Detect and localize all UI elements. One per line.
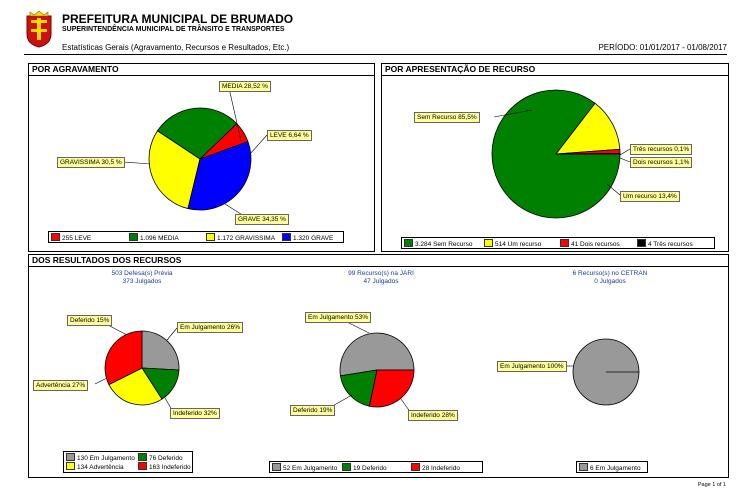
legend-item-previa-advertencia: 134 Advertência bbox=[66, 462, 124, 472]
page-title: PREFEITURA MUNICIPAL DE BRUMADO bbox=[62, 12, 294, 26]
label-sem-recurso: Sem Recurso 85,5% bbox=[414, 112, 480, 123]
agravamento-slice-gravissima bbox=[148, 130, 201, 210]
legend-item-jari-em-julgamento: 52 Em Julgamento bbox=[272, 463, 337, 473]
label-dois-recursos: Dois recursos 1,1% bbox=[630, 157, 693, 168]
panel-resultados: DOS RESULTADOS DOS RECURSOS 503 Defesa(s… bbox=[28, 254, 729, 478]
legend-item-jari-indeferido: 28 Indeferido bbox=[411, 463, 460, 473]
legend-item-leve: 255 LEVE bbox=[51, 233, 91, 243]
label-leve: LEVE 6,64 % bbox=[267, 130, 312, 141]
previa-slice-advert-ncia bbox=[108, 367, 163, 406]
legend-item-jari-deferido: 19 Deferido bbox=[342, 463, 387, 473]
legend-item-tres-recursos: 4 Três recursos bbox=[637, 239, 693, 249]
jari-slice-em-julgamento bbox=[339, 332, 415, 377]
brasao-crest-icon bbox=[26, 10, 52, 48]
leader-um-recurso bbox=[606, 183, 621, 196]
label-tres-recursos: Três recursos 0,1% bbox=[630, 144, 693, 155]
period-label: PERÍODO: 01/01/2017 - 01/08/2017 bbox=[598, 43, 727, 52]
agravamento-slice-grave bbox=[187, 141, 252, 211]
label-previa-indeferido: Indeferido 32% bbox=[170, 408, 220, 419]
label-um-recurso: Um recurso 13,4% bbox=[620, 191, 680, 202]
header-divider bbox=[24, 54, 727, 55]
stats-label: Estatísticas Gerais (Agravamento, Recurs… bbox=[62, 43, 290, 52]
panel-recurso: POR APRESENTAÇÃO DE RECURSO Sem Recurso … bbox=[381, 63, 729, 252]
summary-previa-julgados: 373 Julgados bbox=[122, 278, 162, 285]
legend-item-cetran-em-julgamento: 6 Em Julgamento bbox=[579, 463, 641, 473]
previa-slice-indeferido bbox=[104, 330, 143, 386]
legend-item-previa-deferido: 76 Deferido bbox=[138, 453, 183, 463]
legend-recurso: 3.284 Sem Recurso 514 Um recurso 41 Dois… bbox=[401, 237, 715, 249]
legend-agravamento: 255 LEVE 1.096 MEDIA 1.172 GRAVISSIMA 1.… bbox=[48, 231, 344, 243]
legend-item-previa-indeferido: 163 Indeferido bbox=[138, 462, 191, 472]
panel-resultados-title: DOS RESULTADOS DOS RECURSOS bbox=[29, 255, 728, 267]
panel-recurso-title: POR APRESENTAÇÃO DE RECURSO bbox=[382, 64, 728, 76]
legend-item-previa-em-julgamento: 130 Em Julgamento bbox=[66, 453, 135, 463]
label-previa-em-julgamento: Em Julgamento 26% bbox=[177, 322, 243, 333]
leader-dois-recursos bbox=[619, 157, 631, 163]
legend-previa: 130 Em Julgamento 76 Deferido 134 Advert… bbox=[63, 451, 193, 473]
label-gravissima: GRAVISSIMA 30,5 % bbox=[57, 157, 125, 168]
jari-slice-deferido bbox=[340, 369, 378, 407]
leader-jari-em-julgamento bbox=[346, 321, 370, 334]
previa-slice-em-julgamento bbox=[141, 330, 180, 371]
leader-sem-recurso bbox=[493, 109, 533, 118]
recurso-slice-um-recurso bbox=[555, 102, 621, 155]
panel-agravamento-title: POR AGRAVAMENTO bbox=[29, 64, 374, 76]
legend-item-sem-recurso: 3.284 Sem Recurso bbox=[404, 239, 472, 249]
summary-cetran-count: 6 Recurso(s) no CETRAN bbox=[572, 270, 648, 277]
summary-jari-julgados: 47 Julgados bbox=[363, 278, 399, 285]
label-jari-indeferido: Indeferido 28% bbox=[408, 410, 458, 421]
leader-leve bbox=[249, 134, 268, 155]
leader-previa-advertencia bbox=[94, 377, 108, 385]
leader-media bbox=[228, 87, 242, 142]
leader-tres-recursos bbox=[619, 148, 631, 156]
jari-slice-indeferido bbox=[368, 369, 415, 408]
label-jari-deferido: Deferido 19% bbox=[290, 405, 336, 416]
legend-cetran: 6 Em Julgamento bbox=[576, 461, 648, 473]
legend-item-media: 1.096 MEDIA bbox=[129, 233, 179, 243]
legend-item-gravissima: 1.172 GRAVISSIMA bbox=[206, 233, 275, 243]
legend-item-dois-recursos: 41 Dois recursos bbox=[560, 239, 620, 249]
legend-item-um-recurso: 514 Um recurso bbox=[484, 239, 541, 249]
legend-item-grave: 1.320 GRAVE bbox=[282, 233, 333, 243]
label-media: MEDIA 28,52 % bbox=[219, 81, 271, 92]
label-cetran-em-julgamento: Em Julgamento 100% bbox=[497, 361, 567, 372]
agravamento-slice-media bbox=[156, 107, 238, 160]
legend-jari: 52 Em Julgamento 19 Deferido 28 Indeferi… bbox=[269, 461, 483, 473]
label-previa-deferido: Deferido 15% bbox=[67, 315, 113, 326]
page-number: Page 1 of 1 bbox=[697, 482, 726, 488]
summary-jari-count: 99 Recurso(s) na JARI bbox=[348, 270, 414, 277]
leader-gravissima bbox=[123, 161, 151, 165]
panel-agravamento: POR AGRAVAMENTO MEDIA 28,52 % LEVE 6,64 … bbox=[28, 63, 375, 252]
summary-previa-count: 503 Defesa(s) Prévia bbox=[111, 270, 173, 277]
label-jari-em-julgamento: Em Julgamento 53% bbox=[305, 312, 371, 323]
page-subtitle: SUPERINTENDÊNCIA MUNICIPAL DE TRÂNSITO E… bbox=[62, 26, 285, 33]
leader-previa-em-julgamento bbox=[166, 327, 178, 341]
pie-chart-recurso bbox=[491, 89, 631, 219]
summary-cetran-julgados: 0 Julgados bbox=[594, 278, 626, 285]
label-previa-advertencia: Advertência 27% bbox=[33, 380, 89, 391]
label-grave: GRAVE 34,35 % bbox=[235, 214, 289, 225]
pie-chart-agravamento bbox=[123, 87, 268, 217]
pie-charts-resultados bbox=[94, 321, 640, 414]
